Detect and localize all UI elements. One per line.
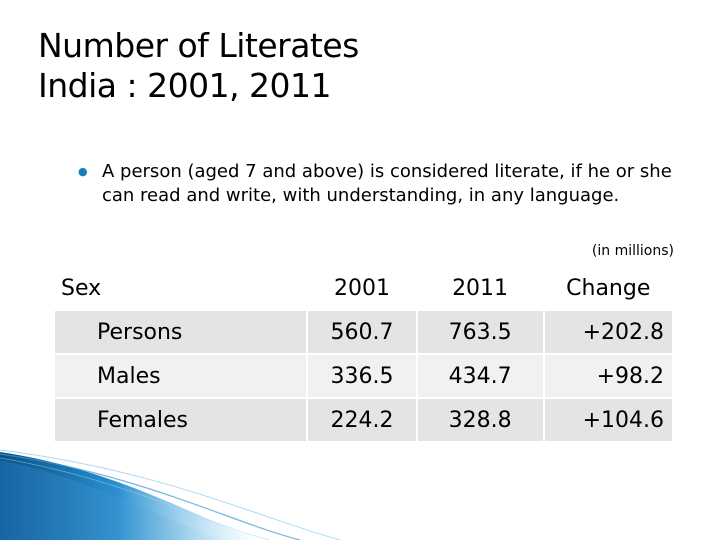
bullet-dot-icon: ● bbox=[78, 165, 88, 178]
header-sex: Sex bbox=[55, 267, 309, 311]
row-value-2001: 336.5 bbox=[308, 355, 418, 399]
units-note: (in millions) bbox=[591, 243, 674, 259]
definition-bullet: ● A person (aged 7 and above) is conside… bbox=[78, 160, 678, 208]
row-value-change: +104.6 bbox=[544, 399, 672, 443]
literates-table: Sex 2001 2011 Change Persons 560.7 763.5… bbox=[55, 267, 672, 443]
header-2011: 2011 bbox=[417, 267, 545, 311]
wave-line-3 bbox=[0, 457, 271, 540]
row-sex-label: Persons bbox=[55, 311, 309, 355]
row-value-2001: 560.7 bbox=[308, 311, 418, 355]
table-row: Persons 560.7 763.5 +202.8 bbox=[55, 311, 672, 355]
wave-band-light bbox=[0, 460, 230, 540]
row-value-change: +202.8 bbox=[544, 311, 672, 355]
row-value-change: +98.2 bbox=[544, 355, 672, 399]
header-change: Change bbox=[544, 267, 672, 311]
table-row: Males 336.5 434.7 +98.2 bbox=[55, 355, 672, 399]
row-value-2011: 434.7 bbox=[417, 355, 545, 399]
wave-line-2 bbox=[0, 449, 341, 540]
row-sex-label: Males bbox=[55, 355, 309, 399]
row-value-2001: 224.2 bbox=[308, 399, 418, 443]
table-row: Females 224.2 328.8 +104.6 bbox=[55, 399, 672, 443]
wave-line-1 bbox=[0, 453, 301, 540]
row-value-2011: 328.8 bbox=[417, 399, 545, 443]
row-value-2011: 763.5 bbox=[417, 311, 545, 355]
slide-title-line1: Number of Literates bbox=[38, 26, 359, 65]
header-2001: 2001 bbox=[308, 267, 418, 311]
definition-text: A person (aged 7 and above) is considere… bbox=[102, 161, 672, 206]
row-sex-label: Females bbox=[55, 399, 309, 443]
decorative-wave-graphic bbox=[0, 449, 341, 540]
slide-title: Number of Literates India : 2001, 2011 bbox=[38, 26, 359, 106]
table-header-row: Sex 2001 2011 Change bbox=[55, 267, 672, 311]
slide-title-line2: India : 2001, 2011 bbox=[38, 66, 332, 105]
